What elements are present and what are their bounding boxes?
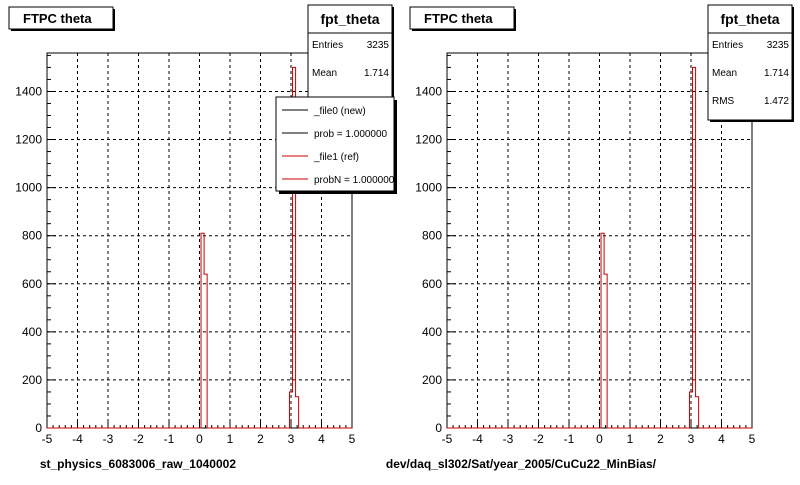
x-tick-label: 5 bbox=[749, 432, 756, 446]
x-tick-label: -2 bbox=[133, 432, 144, 446]
legend-entry-label: _file0 (new) bbox=[313, 106, 366, 117]
x-axis-label: st_physics_6083006_raw_1040002 bbox=[40, 457, 236, 471]
title-box bbox=[409, 6, 515, 30]
stats-label: Mean bbox=[712, 68, 737, 79]
y-tick-label: 600 bbox=[22, 277, 42, 291]
x-tick-label: -3 bbox=[503, 432, 514, 446]
legend-box bbox=[275, 96, 395, 192]
x-tick-label: -4 bbox=[72, 432, 83, 446]
x-tick-label: 3 bbox=[688, 432, 695, 446]
stats-label: Mean bbox=[312, 68, 337, 79]
y-tick-label: 800 bbox=[22, 229, 42, 243]
stats-value: 1.472 bbox=[764, 96, 789, 107]
y-tick-label: 400 bbox=[422, 325, 442, 339]
stats-label: Entries bbox=[712, 40, 743, 51]
x-tick-label: -4 bbox=[472, 432, 483, 446]
chart-title: FTPC theta bbox=[424, 11, 493, 26]
legend-entry-label: probN = 1.000000 bbox=[314, 175, 395, 186]
x-tick-label: 1 bbox=[227, 432, 234, 446]
y-tick-label: 600 bbox=[422, 277, 442, 291]
legend-entry-label: prob = 1.000000 bbox=[314, 129, 388, 140]
y-tick-label: 1000 bbox=[15, 181, 42, 195]
stats-box bbox=[707, 4, 793, 121]
y-tick-label: 1400 bbox=[15, 84, 42, 98]
chart-title: FTPC theta bbox=[23, 11, 92, 26]
title-box bbox=[8, 6, 114, 30]
chart-panel-1: -5 -4 -3 -2 -1 0 1 2 3 4 5 0 200 400 600 800 1000 1200 140… bbox=[8, 4, 397, 471]
histogram-series-1 bbox=[447, 66, 752, 429]
y-tick-label: 200 bbox=[422, 373, 442, 387]
x-tick-label: -5 bbox=[442, 432, 453, 446]
y-tick-label: 1000 bbox=[415, 181, 442, 195]
y-tick-label: 1200 bbox=[415, 133, 442, 147]
stats-value: 1.714 bbox=[364, 68, 389, 79]
x-axis-label: dev/daq_sl302/Sat/year_2005/CuCu22_MinBi… bbox=[386, 457, 657, 471]
x-tick-label: -3 bbox=[103, 432, 114, 446]
stats-value: 1.714 bbox=[764, 68, 789, 79]
y-tick-label: 0 bbox=[35, 421, 42, 435]
x-tick-label: 5 bbox=[349, 432, 356, 446]
y-tick-label: 1200 bbox=[15, 133, 42, 147]
y-tick-label: 800 bbox=[422, 229, 442, 243]
x-tick-label: -2 bbox=[533, 432, 544, 446]
x-tick-label: 4 bbox=[718, 432, 725, 446]
y-tick-label: 400 bbox=[22, 325, 42, 339]
stats-box-name: fpt_theta bbox=[720, 11, 779, 27]
x-tick-label: 4 bbox=[318, 432, 325, 446]
y-tick-label: 200 bbox=[22, 373, 42, 387]
x-tick-label: -1 bbox=[164, 432, 175, 446]
legend-entry-label: _file1 (ref) bbox=[313, 152, 359, 163]
x-tick-label: -5 bbox=[42, 432, 53, 446]
stats-label: Entries bbox=[312, 40, 343, 51]
x-tick-label: 2 bbox=[657, 432, 664, 446]
y-tick-label: 0 bbox=[435, 421, 442, 435]
x-tick-label: 0 bbox=[196, 432, 203, 446]
chart-panel-2: -5 -4 -3 -2 -1 0 1 2 3 4 5 0 200 400 600 800 1000 1200 140… bbox=[386, 4, 794, 471]
y-tick-label: 1400 bbox=[415, 84, 442, 98]
stats-box-name: fpt_theta bbox=[320, 11, 379, 27]
x-tick-label: 2 bbox=[257, 432, 264, 446]
stats-value: 3235 bbox=[367, 40, 390, 51]
x-tick-label: 3 bbox=[288, 432, 295, 446]
x-tick-label: -1 bbox=[564, 432, 575, 446]
x-tick-label: 1 bbox=[627, 432, 634, 446]
stats-label: RMS bbox=[712, 96, 735, 107]
histogram-series-1 bbox=[47, 66, 352, 429]
x-tick-label: 0 bbox=[596, 432, 603, 446]
stats-box bbox=[307, 4, 393, 111]
stats-value: 3235 bbox=[767, 40, 790, 51]
